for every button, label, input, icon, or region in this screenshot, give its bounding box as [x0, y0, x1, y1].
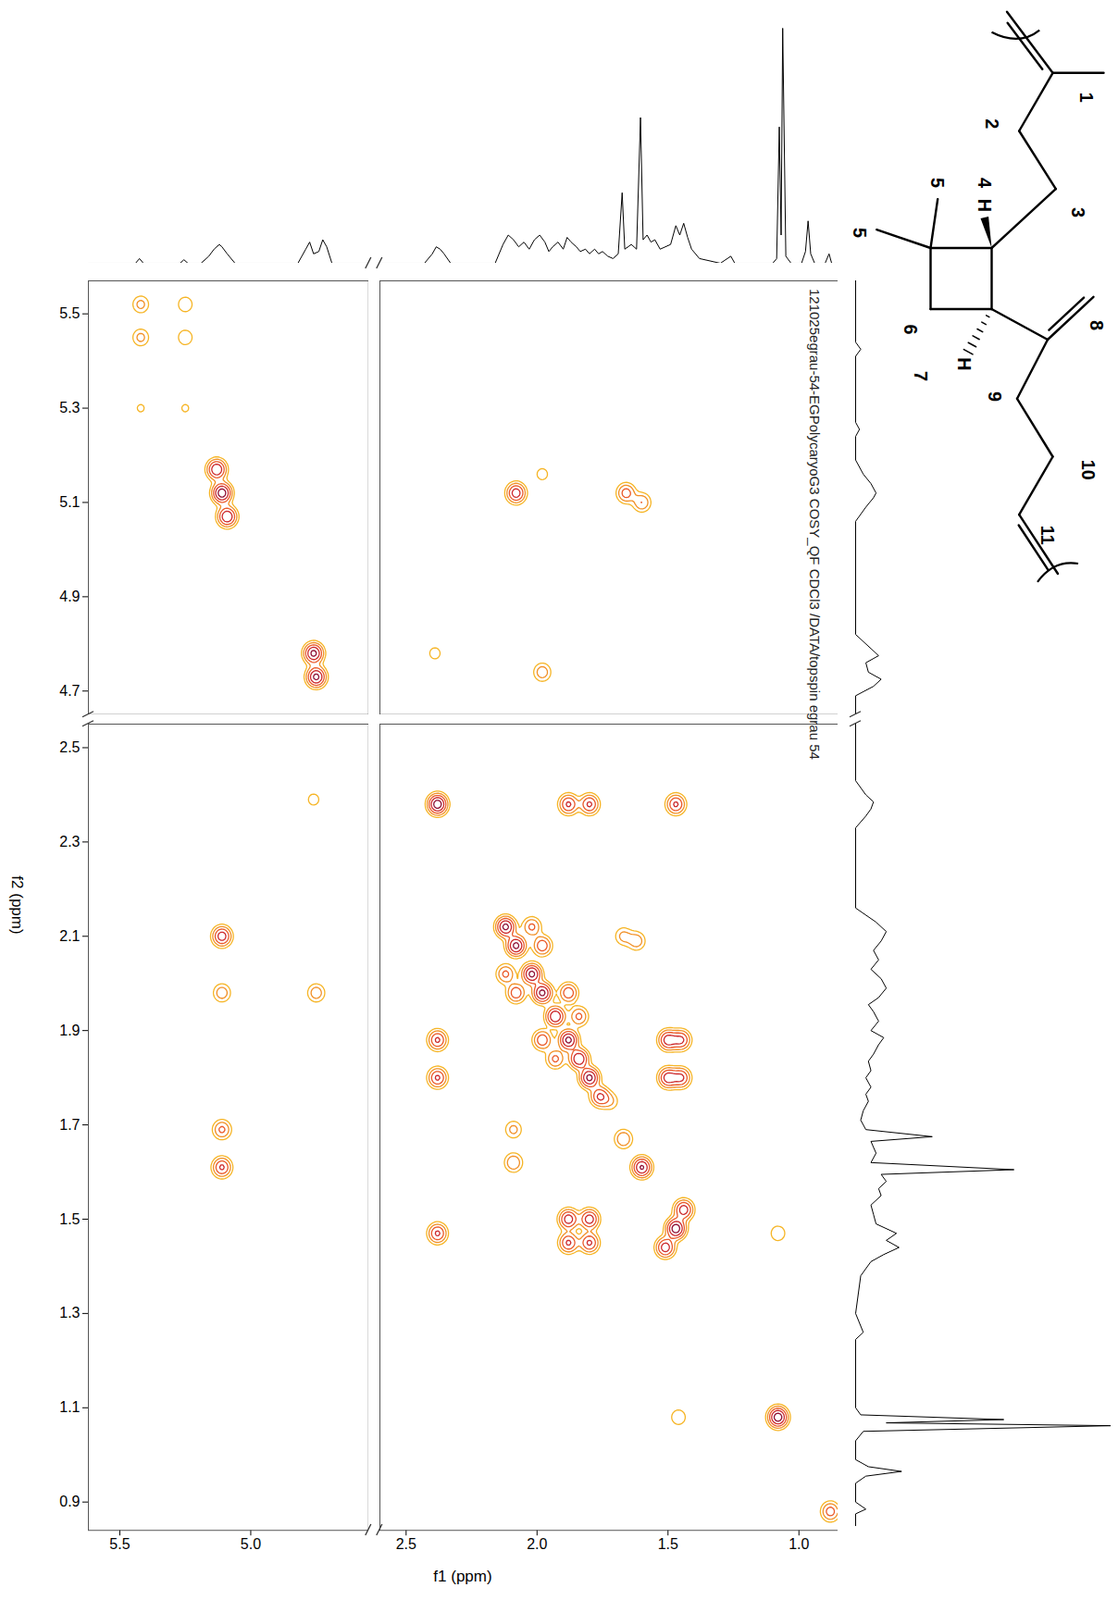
- svg-text:10: 10: [1078, 459, 1099, 481]
- svg-text:6: 6: [900, 323, 921, 335]
- html-text:121025egrau-54-EGPolycaryoG3 C: 121025egrau-54-EGPolycaryoG3 COSY_QF CDC…: [807, 288, 823, 760]
- svg-text:1.0: 1.0: [788, 1536, 809, 1553]
- svg-text:2.0: 2.0: [526, 1536, 547, 1553]
- svg-text:3: 3: [1068, 207, 1089, 218]
- svg-text:1.5: 1.5: [657, 1536, 678, 1553]
- svg-text:1.1: 1.1: [59, 1399, 80, 1416]
- svg-text:1.9: 1.9: [59, 1022, 80, 1039]
- svg-text:5.5: 5.5: [59, 305, 80, 322]
- svg-text:8: 8: [1086, 320, 1107, 331]
- svg-text:2: 2: [981, 118, 1003, 129]
- svg-text:2.5: 2.5: [395, 1536, 416, 1553]
- svg-text:9: 9: [984, 391, 1006, 402]
- svg-text:2.5: 2.5: [59, 739, 80, 756]
- svg-text:1.3: 1.3: [59, 1304, 80, 1321]
- svg-text:H: H: [974, 198, 995, 212]
- svg-text:0.9: 0.9: [59, 1493, 80, 1510]
- svg-text:4.9: 4.9: [59, 588, 80, 605]
- svg-text:4: 4: [974, 177, 995, 188]
- svg-text:11: 11: [1037, 525, 1058, 546]
- svg-text:5.5: 5.5: [109, 1536, 130, 1553]
- svg-text:H: H: [954, 357, 975, 371]
- svg-text:1: 1: [1076, 92, 1097, 103]
- svg-text:2.1: 2.1: [59, 928, 80, 945]
- svg-text:7: 7: [910, 371, 932, 382]
- svg-text:5: 5: [849, 227, 870, 238]
- svg-text:5.1: 5.1: [59, 494, 80, 510]
- html-text:f2 (ppm): f2 (ppm): [8, 875, 26, 935]
- svg-text:4.7: 4.7: [59, 683, 80, 699]
- svg-text:5: 5: [927, 177, 948, 188]
- svg-text:2.3: 2.3: [59, 833, 80, 850]
- html-text:f1 (ppm): f1 (ppm): [433, 1567, 492, 1586]
- svg-text:5.0: 5.0: [240, 1536, 261, 1553]
- svg-text:5.3: 5.3: [59, 399, 80, 416]
- svg-text:1.5: 1.5: [59, 1210, 80, 1227]
- svg-text:1.7: 1.7: [59, 1116, 80, 1132]
